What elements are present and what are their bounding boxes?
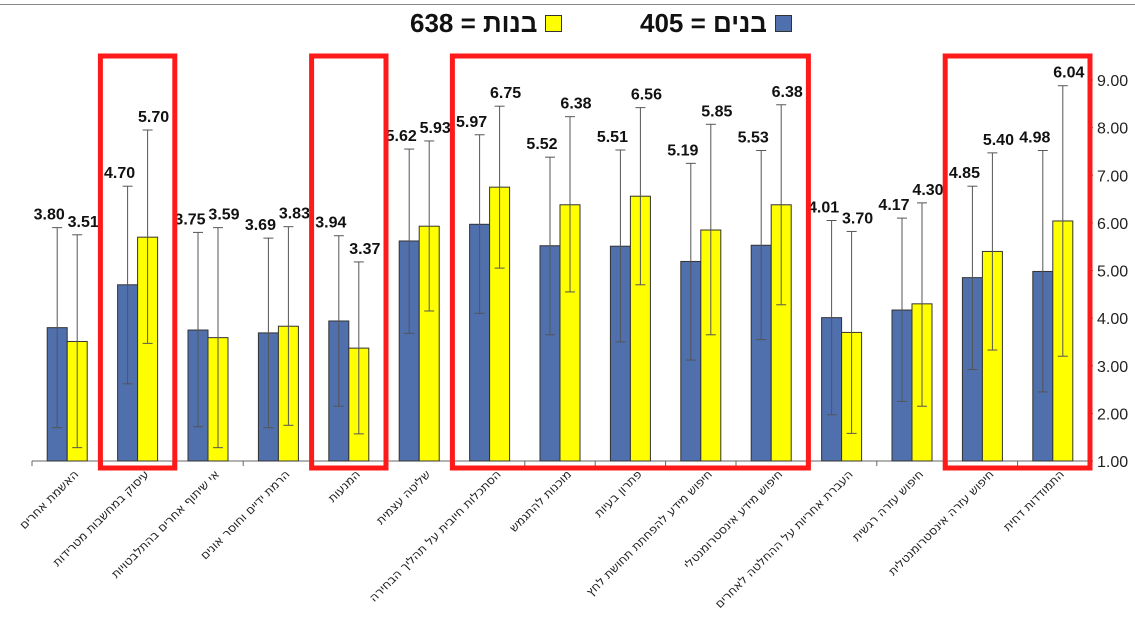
category-label: העברת אחריות על ההחלטה לאחרים [712,467,856,611]
legend-label-girls: בנות = 638 [410,8,538,38]
y-tick-label: 7.00 [1097,168,1128,185]
y-tick-label: 1.00 [1097,454,1128,471]
category-label: שליטה עצמית [373,467,433,527]
data-label-girls: 6.04 [1053,65,1084,82]
data-label-girls: 6.75 [490,85,521,102]
y-tick-label: 2.00 [1097,406,1128,423]
legend-item-boys: בנים = 405 [640,8,792,39]
highlight-box [449,53,811,471]
data-label-boys: 4.01 [808,199,839,216]
category-label: האשמת אחרים [17,467,82,532]
data-label-boys: 5.53 [738,129,769,146]
data-label-girls: 5.85 [701,103,732,120]
y-tick-label: 5.00 [1097,264,1128,281]
category-label: חיפוש מידע להפחתת תחושת לחץ [583,467,715,599]
y-tick-label: 3.00 [1097,359,1128,376]
data-label-girls: 3.59 [208,207,239,224]
data-label-boys: 3.80 [34,207,65,224]
highlight-box [942,53,1093,471]
data-label-boys: 4.70 [104,165,135,182]
data-label-boys: 5.51 [597,129,628,146]
data-label-boys: 5.62 [386,128,417,145]
y-tick-label: 9.00 [1097,73,1128,90]
data-label-girls: 4.30 [912,182,943,199]
legend-item-girls: בנות = 638 [410,8,563,39]
data-label-girls: 3.70 [842,210,873,227]
data-label-boys: 3.75 [174,211,205,228]
data-label-girls: 5.40 [983,132,1014,149]
legend-label-boys: בנים = 405 [640,8,767,38]
data-label-girls: 3.51 [68,214,99,231]
category-label: המנעות [325,467,363,505]
data-label-boys: 4.98 [1019,129,1050,146]
category-label: פתרון בעיות [592,467,645,520]
data-label-girls: 5.70 [138,109,169,126]
y-tick-label: 6.00 [1097,216,1128,233]
data-label-boys: 4.85 [949,165,980,182]
legend: בנים = 405 בנות = 638 [0,8,1135,44]
category-label: התמודדות דחית [1000,467,1067,534]
data-label-girls: 3.83 [279,206,310,223]
data-label-boys: 4.17 [878,197,909,214]
y-tick-label: 8.00 [1097,121,1128,138]
data-label-boys: 3.69 [245,217,276,234]
data-label-girls: 3.37 [349,241,380,258]
category-label: חיפוש עזרה רגשית [849,467,926,544]
legend-swatch-girls [545,15,563,32]
highlight-box [309,53,389,471]
data-label-girls: 6.38 [772,84,803,101]
category-label: מוכנות להתגמש [506,467,574,535]
y-tick-label: 4.00 [1097,311,1128,328]
data-label-girls: 6.38 [560,96,591,113]
data-label-boys: 5.52 [526,136,557,153]
top-border-line [0,4,1135,5]
data-label-boys: 3.94 [315,215,346,232]
data-label-girls: 6.56 [631,87,662,104]
category-label: הסתכלות חיובית על תהליך הבחירה [366,467,503,604]
data-label-boys: 5.97 [456,114,487,131]
data-label-boys: 5.19 [667,142,698,159]
highlight-box [97,53,178,471]
legend-swatch-boys [774,15,792,32]
data-label-girls: 5.93 [420,120,451,137]
